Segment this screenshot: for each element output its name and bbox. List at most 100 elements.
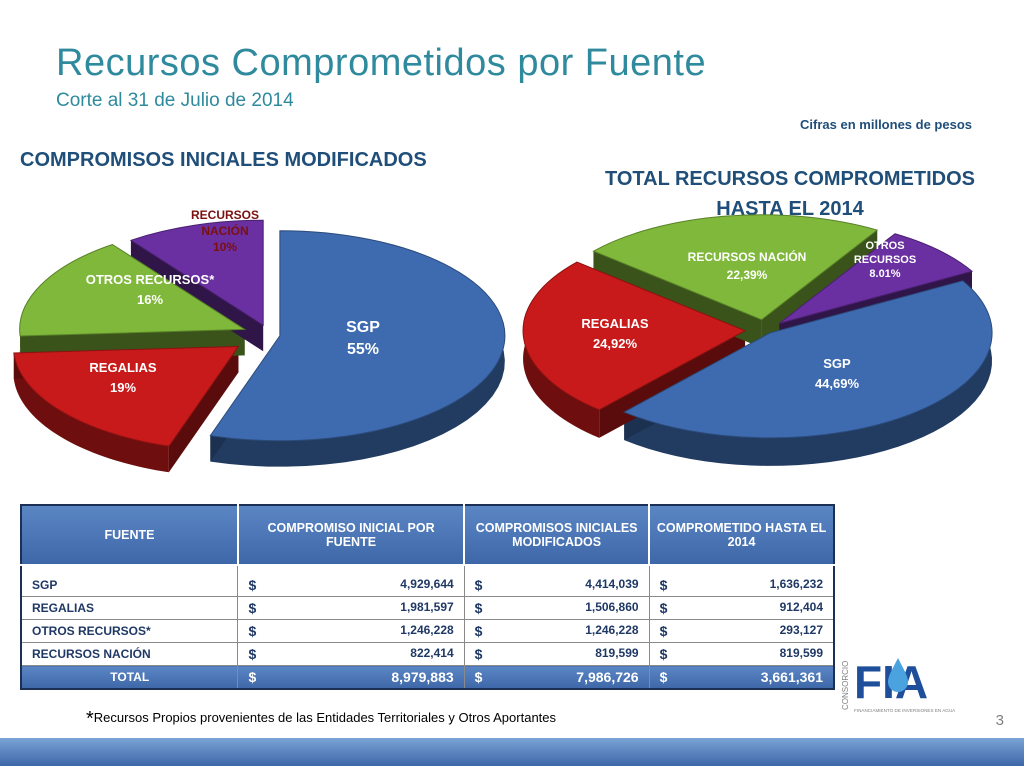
slice-value-label: 44,69% xyxy=(815,376,860,391)
left-pie-chart: SGP 55% REGALIAS 19% OTROS RECURSOS* 16% RECUR… xyxy=(13,208,506,473)
slice-value-label: 16% xyxy=(137,292,163,307)
pie-slice-regalias xyxy=(13,345,240,447)
header-fuente: FUENTE xyxy=(20,504,239,566)
header-compromiso-inicial: COMPROMISO INICIAL POR FUENTE xyxy=(236,504,466,566)
pie-slice-regalias xyxy=(522,261,747,411)
amount: 1,636,232 xyxy=(769,577,823,591)
currency-symbol: $ xyxy=(248,577,257,593)
right-pie-chart: SGP 44,69% REGALIAS 24,92% RECURSOS NACIÓN 22… xyxy=(522,214,993,466)
slice-value-label: 19% xyxy=(110,380,136,395)
slice-wall xyxy=(210,230,505,467)
cell-modificados: $4,414,039 xyxy=(463,574,650,597)
header-comprometido-2014: COMPROMETIDO HASTA EL 2014 xyxy=(648,504,835,566)
slice-label: RECURSOS xyxy=(191,208,259,222)
slice-value-label: 10% xyxy=(213,240,237,254)
currency-symbol: $ xyxy=(659,623,668,639)
pie-slice-recursos-naci-n xyxy=(129,219,264,327)
cell-modificados: $1,246,228 xyxy=(463,619,650,643)
right-chart-title: TOTAL RECURSOS COMPROMETIDOS HASTA EL 20… xyxy=(604,168,976,220)
amount: 912,404 xyxy=(779,600,823,614)
currency-symbol: $ xyxy=(248,669,257,685)
currency-symbol: $ xyxy=(248,646,257,662)
amount: 3,661,361 xyxy=(760,669,823,685)
table-row: OTROS RECURSOS* $1,246,228 $1,246,228 $2… xyxy=(20,619,835,643)
slice-wall xyxy=(624,280,992,466)
left-chart-title: COMPROMISOS INICIALES MODIFICADOS xyxy=(20,149,427,171)
fia-logo: CONSORCIO FIA FINANCIAMIENTO DE INVERSIO… xyxy=(841,656,956,713)
currency-symbol: $ xyxy=(248,600,257,616)
table-total-row: TOTAL $8,979,883 $7,986,726 $3,661,361 xyxy=(20,665,835,690)
currency-symbol: $ xyxy=(474,646,483,662)
page-title: Recursos Comprometidos por Fuente xyxy=(56,42,707,84)
units-note: Cifras en millones de pesos xyxy=(800,117,972,132)
logo-side-text: CONSORCIO xyxy=(841,661,850,710)
cell-fuente: REGALIAS xyxy=(20,596,238,620)
amount: 1,981,597 xyxy=(400,600,454,614)
table-row: SGP $4,929,644 $4,414,039 $1,636,232 xyxy=(20,574,835,597)
pie-slice-recursos-naci-n xyxy=(592,214,879,321)
amount: 822,414 xyxy=(410,646,454,660)
table-row: RECURSOS NACIÓN $822,414 $819,599 $819,5… xyxy=(20,642,835,666)
amount: 1,506,860 xyxy=(585,600,639,614)
pie-slice-sgp xyxy=(209,230,506,442)
slice-label: NACIÓN xyxy=(201,223,248,238)
table-header-row: FUENTE COMPROMISO INICIAL POR FUENTE COM… xyxy=(20,504,835,566)
cell-inicial: $1,981,597 xyxy=(237,596,465,620)
amount: 293,127 xyxy=(779,623,823,637)
amount: 4,929,644 xyxy=(400,577,454,591)
amount: 819,599 xyxy=(595,646,639,660)
amount: 819,599 xyxy=(779,646,823,660)
cell-modificados: $819,599 xyxy=(463,642,650,666)
amount: 8,979,883 xyxy=(391,669,454,685)
slice-value-label: 8.01% xyxy=(869,268,900,280)
pie-slice-sgp xyxy=(623,280,993,439)
footnote: *Recursos Propios provenientes de las En… xyxy=(86,708,556,731)
currency-symbol: $ xyxy=(659,646,668,662)
footnote-star: * xyxy=(86,708,94,730)
cell-fuente: SGP xyxy=(20,574,238,597)
total-modificados: $7,986,726 xyxy=(463,665,650,690)
total-inicial: $8,979,883 xyxy=(237,665,465,690)
slice-label: RECURSOS NACIÓN xyxy=(688,249,807,264)
table-row: REGALIAS $1,981,597 $1,506,860 $912,404 xyxy=(20,596,835,620)
cell-fuente: OTROS RECURSOS* xyxy=(20,619,238,643)
amount: 1,246,228 xyxy=(585,623,639,637)
total-label: TOTAL xyxy=(20,665,238,690)
currency-symbol: $ xyxy=(659,669,668,685)
currency-symbol: $ xyxy=(659,600,668,616)
resources-table: FUENTE COMPROMISO INICIAL POR FUENTE COM… xyxy=(20,504,835,690)
cell-comprometido: $293,127 xyxy=(648,619,835,643)
total-comprometido: $3,661,361 xyxy=(648,665,835,690)
cell-comprometido: $819,599 xyxy=(648,642,835,666)
cell-modificados: $1,506,860 xyxy=(463,596,650,620)
slice-wall xyxy=(13,353,169,473)
amount: 4,414,039 xyxy=(585,577,639,591)
amount: 7,986,726 xyxy=(576,669,639,685)
header-compromisos-modificados: COMPROMISOS INICIALES MODIFICADOS xyxy=(463,504,651,566)
currency-symbol: $ xyxy=(248,623,257,639)
cell-comprometido: $1,636,232 xyxy=(648,574,835,597)
cell-comprometido: $912,404 xyxy=(648,596,835,620)
pie-slice-otros-recursos xyxy=(779,233,974,324)
cell-inicial: $1,246,228 xyxy=(237,619,465,643)
slice-label: OTROS RECURSOS* xyxy=(86,272,216,287)
currency-symbol: $ xyxy=(474,623,483,639)
spacer-row xyxy=(20,565,835,574)
page-number: 3 xyxy=(995,712,1004,729)
slice-value-label: 24,92% xyxy=(593,336,638,351)
cell-inicial: $4,929,644 xyxy=(237,574,465,597)
slice-label: SGP xyxy=(346,319,380,336)
page-subtitle: Corte al 31 de Julio de 2014 xyxy=(56,90,294,111)
amount: 1,246,228 xyxy=(400,623,454,637)
footnote-text: Recursos Propios provenientes de las Ent… xyxy=(93,710,557,725)
logo-tagline: FINANCIAMIENTO DE INVERSIONES EN AGUA xyxy=(854,708,956,713)
currency-symbol: $ xyxy=(474,577,483,593)
currency-symbol: $ xyxy=(659,577,668,593)
slice-label: REGALIAS xyxy=(581,316,649,331)
slice-label: RECURSOS xyxy=(854,254,916,266)
water-drop-icon xyxy=(888,658,908,692)
slice-edge xyxy=(168,346,239,473)
cell-fuente: RECURSOS NACIÓN xyxy=(20,642,238,666)
cell-inicial: $822,414 xyxy=(237,642,465,666)
slice-label: REGALIAS xyxy=(89,360,157,375)
